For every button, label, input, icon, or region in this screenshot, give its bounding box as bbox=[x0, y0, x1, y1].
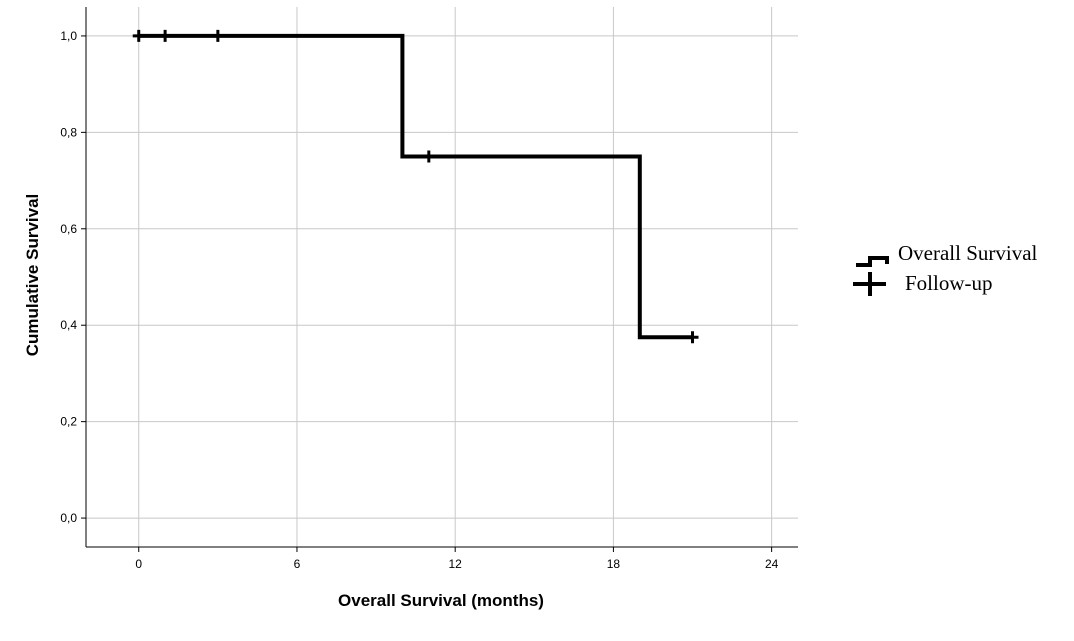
x-tick-label: 6 bbox=[294, 557, 301, 571]
axes bbox=[81, 7, 798, 552]
y-axis-title: Cumulative Survival bbox=[23, 194, 42, 357]
y-tick-label: 0,6 bbox=[60, 222, 77, 236]
censor-marker bbox=[132, 29, 145, 42]
censor-marker bbox=[211, 29, 224, 42]
x-tick-labels: 0 6 12 18 24 bbox=[135, 557, 778, 571]
legend: Overall Survival Follow-up bbox=[853, 241, 1038, 296]
legend-label-overall-survival: Overall Survival bbox=[898, 241, 1038, 265]
legend-label-follow-up: Follow-up bbox=[905, 271, 993, 295]
survival-step-line bbox=[138, 33, 693, 340]
x-tick-label: 12 bbox=[449, 557, 463, 571]
y-tick-label: 0,2 bbox=[60, 415, 77, 429]
censor-marker bbox=[422, 150, 435, 163]
y-tick-labels: 0,0 0,2 0,4 0,6 0,8 1,0 bbox=[60, 29, 77, 525]
y-tick-label: 1,0 bbox=[60, 29, 77, 43]
plot-series bbox=[132, 29, 699, 344]
censor-marker bbox=[686, 331, 699, 344]
x-tick-label: 0 bbox=[135, 557, 142, 571]
grid-lines bbox=[86, 7, 798, 547]
legend-step-symbol bbox=[856, 256, 889, 267]
x-tick-label: 24 bbox=[765, 557, 779, 571]
legend-censor-symbol bbox=[853, 272, 886, 296]
x-axis-title: Overall Survival (months) bbox=[338, 591, 544, 610]
y-tick-label: 0,8 bbox=[60, 125, 77, 139]
censor-marker bbox=[159, 29, 172, 42]
y-tick-label: 0,0 bbox=[60, 511, 77, 525]
y-tick-label: 0,4 bbox=[60, 318, 77, 332]
x-tick-label: 18 bbox=[607, 557, 621, 571]
